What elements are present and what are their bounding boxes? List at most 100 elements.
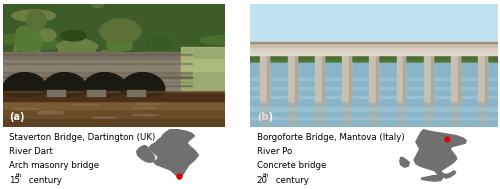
Bar [2,82,225,92]
Ellipse shape [26,39,69,46]
Bar [342,102,351,124]
Bar [127,90,145,96]
Bar [2,89,192,90]
Bar [322,53,324,102]
Bar [2,117,225,127]
Text: (a): (a) [9,112,24,122]
Bar [2,63,192,64]
Bar [349,53,351,102]
Bar [250,101,498,102]
Bar [250,4,498,65]
Bar [342,53,351,102]
Ellipse shape [154,8,192,29]
Ellipse shape [51,113,78,114]
Polygon shape [120,73,165,90]
Ellipse shape [158,105,184,106]
Text: 20: 20 [256,176,268,185]
Bar [458,53,460,102]
Bar [2,89,192,90]
Bar [424,53,432,102]
Bar [315,53,324,102]
Bar [404,53,406,102]
Bar [2,52,192,59]
Text: Concrete bridge: Concrete bridge [256,161,326,170]
Polygon shape [400,158,409,167]
Bar [451,53,460,102]
Bar [250,53,498,60]
Bar [315,102,324,124]
Ellipse shape [80,54,108,64]
Polygon shape [42,73,87,90]
Ellipse shape [88,92,115,94]
Ellipse shape [78,31,95,46]
Text: Borgoforte Bridge, Mantova (Italy): Borgoforte Bridge, Mantova (Italy) [256,133,404,142]
Text: 15: 15 [9,176,20,185]
Ellipse shape [136,25,156,36]
Polygon shape [414,130,466,178]
Ellipse shape [40,41,83,51]
Text: River Po: River Po [256,147,292,156]
Bar [370,53,378,102]
Ellipse shape [163,92,190,93]
Bar [260,53,270,102]
Ellipse shape [148,0,172,12]
Polygon shape [422,176,442,181]
Ellipse shape [168,53,181,63]
Bar [250,110,498,112]
Polygon shape [82,90,127,97]
Bar [260,102,270,124]
Bar [250,52,498,55]
Bar [396,102,406,124]
Bar [370,102,378,124]
Bar [2,72,192,73]
Bar [180,59,225,90]
Ellipse shape [56,5,85,15]
Bar [478,102,487,124]
Bar [268,53,270,102]
Bar [47,90,65,96]
Text: century: century [26,176,62,185]
Bar [250,42,498,43]
Bar [2,68,192,69]
Ellipse shape [41,120,68,121]
Bar [424,102,432,124]
Text: th: th [16,173,22,178]
Text: Arch masonry bridge: Arch masonry bridge [9,161,100,170]
Bar [2,53,192,90]
Bar [250,43,498,53]
Text: (b): (b) [258,112,274,122]
Bar [376,53,378,102]
Bar [2,91,225,101]
Bar [250,119,498,120]
Ellipse shape [0,91,20,92]
Ellipse shape [190,4,218,26]
Bar [250,53,498,65]
Bar [87,90,105,96]
Bar [2,78,192,79]
Polygon shape [2,90,47,97]
Bar [485,53,487,102]
Ellipse shape [74,44,112,65]
Bar [2,100,225,109]
Bar [430,53,432,102]
Ellipse shape [182,21,209,34]
Text: th: th [263,173,269,178]
Ellipse shape [154,12,194,34]
Bar [250,42,498,47]
Polygon shape [42,90,87,97]
Bar [294,53,296,102]
Ellipse shape [18,55,54,63]
Ellipse shape [102,37,134,47]
Text: century: century [274,176,309,185]
Bar [250,4,498,65]
Ellipse shape [98,18,112,34]
Bar [288,102,296,124]
Bar [2,83,192,84]
Polygon shape [136,146,154,162]
Polygon shape [82,73,127,90]
Ellipse shape [162,5,184,19]
Bar [2,75,192,76]
Ellipse shape [15,36,32,58]
Ellipse shape [200,28,227,40]
Bar [396,53,406,102]
